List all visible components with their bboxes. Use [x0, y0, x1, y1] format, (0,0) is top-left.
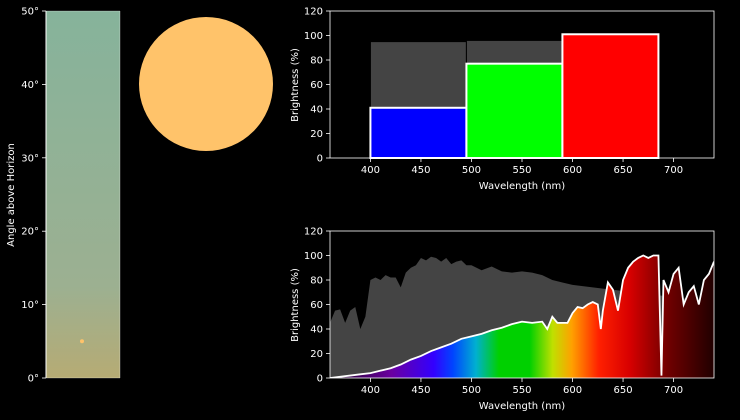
measured-spectrum-fill	[330, 255, 714, 378]
rgb-bars	[369, 33, 660, 159]
rgb-xtick-label: 450	[411, 165, 430, 176]
spectrum-xtick-label: 500	[462, 385, 481, 396]
spectrum-ytick-label: 120	[304, 227, 323, 238]
rgb-xtick-label: 400	[361, 165, 380, 176]
spectrum-xtick-label: 400	[361, 385, 380, 396]
sun-position-marker	[80, 339, 84, 344]
spectrum-chart: 400 450 500 550 600 650 700 0 20 40 60 80 100 120 Wav…	[290, 227, 715, 412]
sky-ytick-label: 20°	[21, 227, 39, 238]
spectrum-ylabel: Brightness (%)	[290, 268, 301, 342]
bar-blue	[369, 106, 468, 159]
spectrum-xtick-label: 650	[614, 385, 633, 396]
sky-strip-chart: 0° 10° 20° 30° 40° 50° Angle above Horizon	[6, 7, 121, 385]
spectrum-ytick-label: 100	[304, 251, 323, 262]
spectrum-xtick-label: 600	[563, 385, 582, 396]
rgb-ytick-label: 20	[310, 129, 323, 140]
rgb-ytick-label: 100	[304, 31, 323, 42]
sky-ytick-label: 50°	[21, 7, 39, 18]
spectrum-ytick-label: 60	[310, 300, 323, 311]
rgb-ytick-label: 80	[310, 56, 323, 67]
spectrum-xlabel: Wavelength (nm)	[479, 401, 565, 412]
rgb-ylabel: Brightness (%)	[290, 48, 301, 122]
spectrum-ytick-label: 0	[317, 374, 323, 385]
sky-ytick-label: 30°	[21, 153, 39, 164]
rgb-xlabel: Wavelength (nm)	[479, 181, 565, 192]
rgb-xtick-label: 700	[664, 165, 683, 176]
sky-y-ticks: 0° 10° 20° 30° 40° 50°	[21, 7, 46, 385]
rgb-ticks: 400 450 500 550 600 650 700 0 20 40 60 80 100 120	[304, 7, 683, 177]
rgb-ytick-label: 40	[310, 105, 323, 116]
rgb-brightness-chart: 400 450 500 550 600 650 700 0 20 40 60 80 100 120 Wav…	[290, 7, 715, 192]
rgb-xtick-label: 600	[563, 165, 582, 176]
rgb-xtick-label: 500	[462, 165, 481, 176]
spectrum-ytick-label: 40	[310, 325, 323, 336]
spectrum-ytick-label: 20	[310, 349, 323, 360]
spectrum-ticks: 400 450 500 550 600 650 700 0 20 40 60 80 100 120	[304, 227, 683, 397]
sun-disc	[139, 17, 273, 151]
rgb-xtick-label: 550	[512, 165, 531, 176]
sky-ytick-label: 40°	[21, 80, 39, 91]
sky-ytick-label: 10°	[21, 300, 39, 311]
spectrum-xtick-label: 700	[664, 385, 683, 396]
sky-ylabel: Angle above Horizon	[6, 143, 17, 247]
rgb-ytick-label: 60	[310, 80, 323, 91]
sky-ytick-label: 0°	[28, 374, 39, 385]
spectrum-ytick-label: 80	[310, 276, 323, 287]
rgb-ytick-label: 120	[304, 7, 323, 18]
bar-green	[465, 62, 564, 159]
measured-spectrum-line	[330, 254, 714, 378]
sky-gradient	[46, 11, 120, 378]
rgb-ytick-label: 0	[317, 154, 323, 165]
rgb-xtick-label: 650	[614, 165, 633, 176]
bar-red	[561, 33, 660, 159]
spectrum-xtick-label: 450	[411, 385, 430, 396]
spectrum-xtick-label: 550	[512, 385, 531, 396]
